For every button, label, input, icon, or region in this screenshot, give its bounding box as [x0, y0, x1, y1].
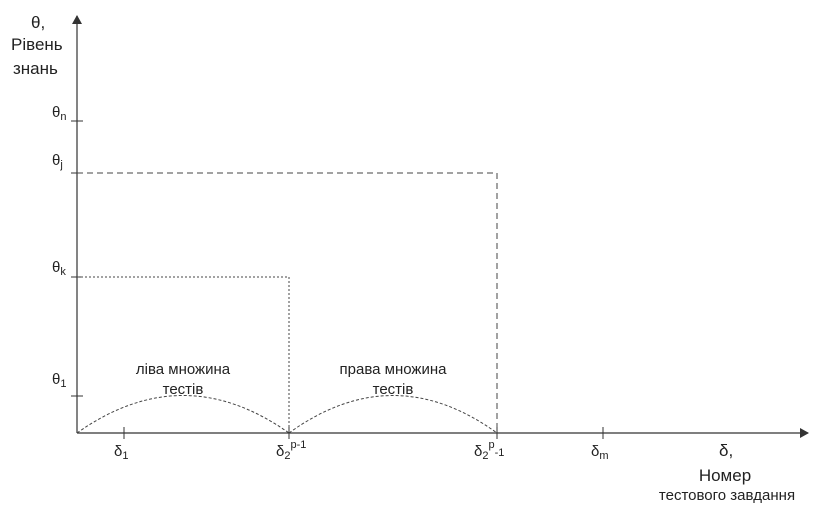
x-tick-label-delta-2p-minus-1: δ2p-1 [474, 439, 504, 462]
right-set-label-line-2: тестів [373, 381, 414, 398]
x-axis-title-line-1: δ, [719, 441, 733, 460]
y-axis-title-line-3: знань [13, 59, 58, 78]
y-axis-title-line-2: Рівень [11, 35, 63, 54]
left-set-label-line-1: ліва множина [136, 361, 231, 378]
x-axis-title-line-3: тестового завдання [659, 487, 795, 504]
x-axis-title-line-2: Номер [699, 466, 751, 485]
y-tick-label-theta-j: θj [52, 152, 63, 171]
left-set-label-line-2: тестів [163, 381, 204, 398]
y-axis-title-line-1: θ, [31, 13, 45, 32]
y-tick-label-theta-1: θ1 [52, 371, 66, 390]
x-tick-label-delta-1: δ1 [114, 443, 128, 462]
y-tick-label-theta-n: θn [52, 104, 66, 123]
right-set-arc [288, 395, 498, 434]
left-set-arc [76, 395, 290, 434]
x-tick-label-delta-2p-1: δ2p-1 [276, 439, 306, 462]
right-set-label-line-1: права множина [340, 361, 448, 378]
x-tick-label-delta-m: δm [591, 443, 609, 462]
y-tick-label-theta-k: θk [52, 259, 66, 278]
